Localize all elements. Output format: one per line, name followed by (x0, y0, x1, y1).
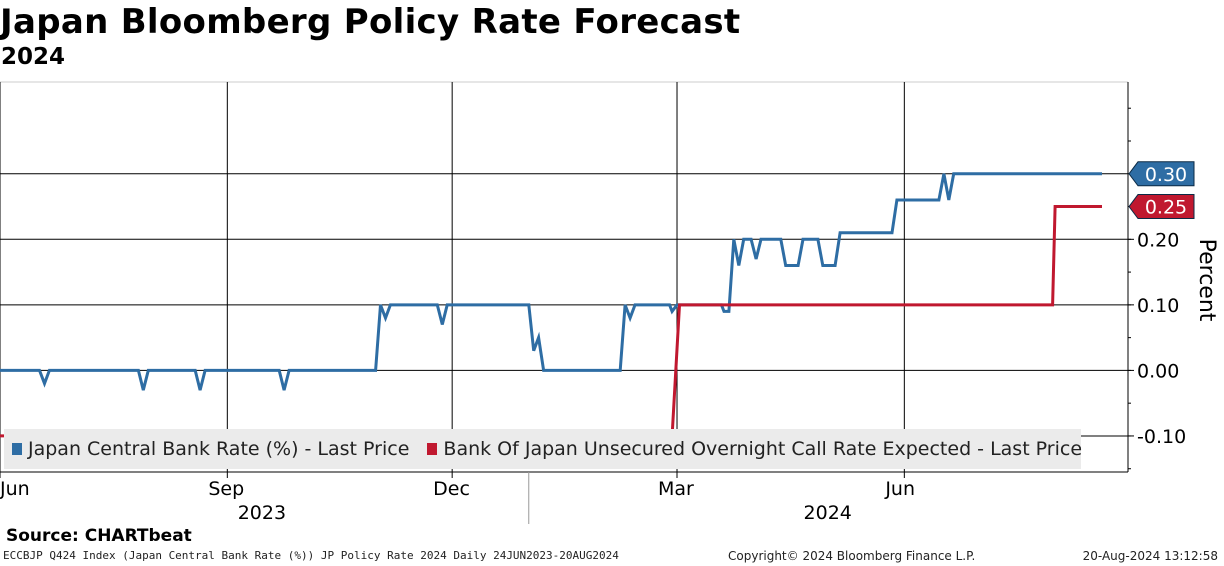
x-tick-label: Dec (433, 478, 470, 500)
last-value-flag-call-rate (1128, 194, 1195, 220)
x-tick-label: Mar (658, 478, 694, 500)
y-tick-label: 0.20 (1137, 229, 1179, 251)
legend-item-boj-rate: Japan Central Bank Rate (%) - Last Price (12, 438, 409, 460)
y-tick-label: 0.10 (1137, 295, 1179, 317)
x-tick-label: Sep (208, 478, 244, 500)
footer-index-info: ECCBJP Q424 Index (Japan Central Bank Ra… (3, 549, 619, 562)
year-label: 2024 (804, 502, 852, 524)
legend-label-boj-rate: Japan Central Bank Rate (%) - Last Price (28, 438, 410, 460)
x-tick-label: Jun (884, 478, 915, 500)
last-value-label-call-rate: 0.25 (1145, 197, 1187, 219)
legend-swatch-boj-rate (12, 443, 22, 455)
legend-swatch-call-rate (427, 443, 438, 455)
footer-timestamp: 20-Aug-2024 13:12:58 (1082, 549, 1218, 563)
y-tick-label: 0.00 (1137, 360, 1179, 382)
y-tick-label: -0.10 (1137, 426, 1186, 448)
last-value-flag-boj-rate (1128, 161, 1195, 187)
last-value-label-boj-rate: 0.30 (1145, 164, 1187, 186)
series-line-boj-rate (0, 172, 1102, 391)
source-note: Source: CHARTbeat (6, 526, 192, 546)
series-line-call-rate (0, 205, 1102, 438)
x-tick-label: Jun (0, 478, 30, 500)
year-label: 2023 (238, 502, 286, 524)
y-axis-title: Percent (1194, 239, 1219, 322)
legend: Japan Central Bank Rate (%) - Last Price… (4, 429, 1082, 469)
chart-title: Japan Bloomberg Policy Rate Forecast (0, 2, 741, 42)
legend-label-call-rate: Bank Of Japan Unsecured Overnight Call R… (443, 438, 1083, 460)
legend-item-call-rate: Bank Of Japan Unsecured Overnight Call R… (427, 438, 1082, 460)
footer-copyright: Copyright© 2024 Bloomberg Finance L.P. (728, 549, 976, 563)
chart-subtitle: 2024 (1, 44, 66, 70)
